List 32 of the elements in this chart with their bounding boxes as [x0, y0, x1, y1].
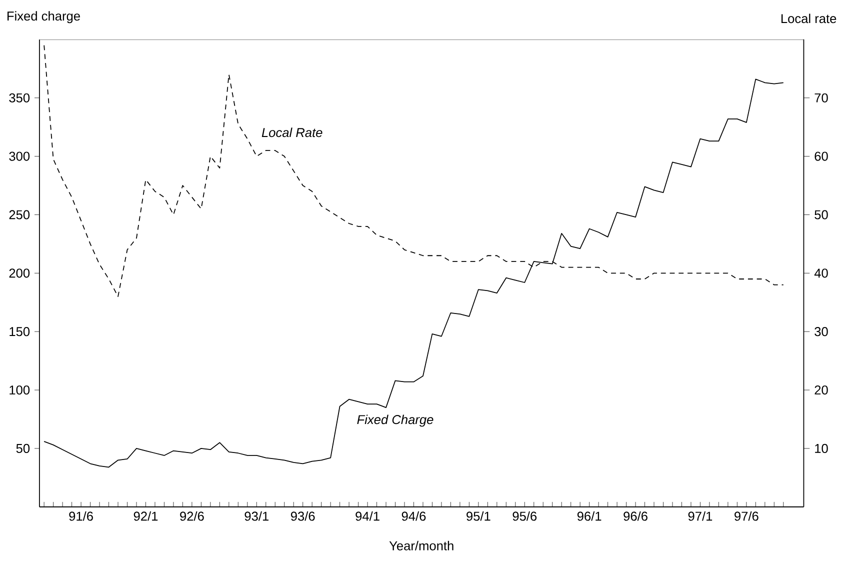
y2-tick-label: 30	[814, 327, 828, 336]
y-tick-label: 50	[16, 444, 30, 453]
y-tick-label: 150	[10, 327, 30, 336]
y-tick-label: 300	[9, 152, 30, 161]
x-tick-label: 96/1	[577, 511, 602, 521]
y-tick-label: 350	[9, 93, 30, 102]
x-tick-label: 93/1	[244, 511, 268, 521]
y-tick-label: 100	[10, 385, 30, 395]
x-tick-label: 92/6	[180, 511, 204, 521]
y2-tick-label: 20	[814, 385, 828, 395]
x-axis-title: Year/month	[389, 540, 454, 550]
y2-axis-title: Local rate	[781, 14, 836, 24]
y2-tick-label: 60	[814, 152, 828, 161]
y-axis-title: Fixed charge	[8, 11, 80, 24]
series-label: Fixed Charge	[357, 414, 434, 427]
x-tick-label: 94/6	[402, 511, 426, 521]
y2-tick-label: 40	[814, 268, 828, 278]
y-tick-label: 200	[9, 268, 30, 278]
x-tick-label: 97/1	[688, 511, 712, 521]
x-tick-label: 91/6	[69, 511, 93, 521]
y2-tick-label: 10	[815, 444, 828, 453]
x-tick-label: 92/1	[134, 511, 158, 521]
series-label: Local Rate	[262, 128, 322, 138]
x-tick-label: 95/1	[466, 511, 490, 521]
x-tick-label: 93/6	[290, 511, 315, 521]
y2-tick-label: 70	[814, 93, 828, 102]
x-tick-label: 95/6	[512, 511, 537, 521]
y2-tick-label: 50	[814, 210, 828, 220]
x-tick-label: 97/6	[734, 511, 758, 521]
x-tick-label: 96/6	[624, 511, 648, 521]
y-tick-label: 250	[9, 210, 30, 220]
x-tick-label: 94/1	[356, 511, 380, 521]
